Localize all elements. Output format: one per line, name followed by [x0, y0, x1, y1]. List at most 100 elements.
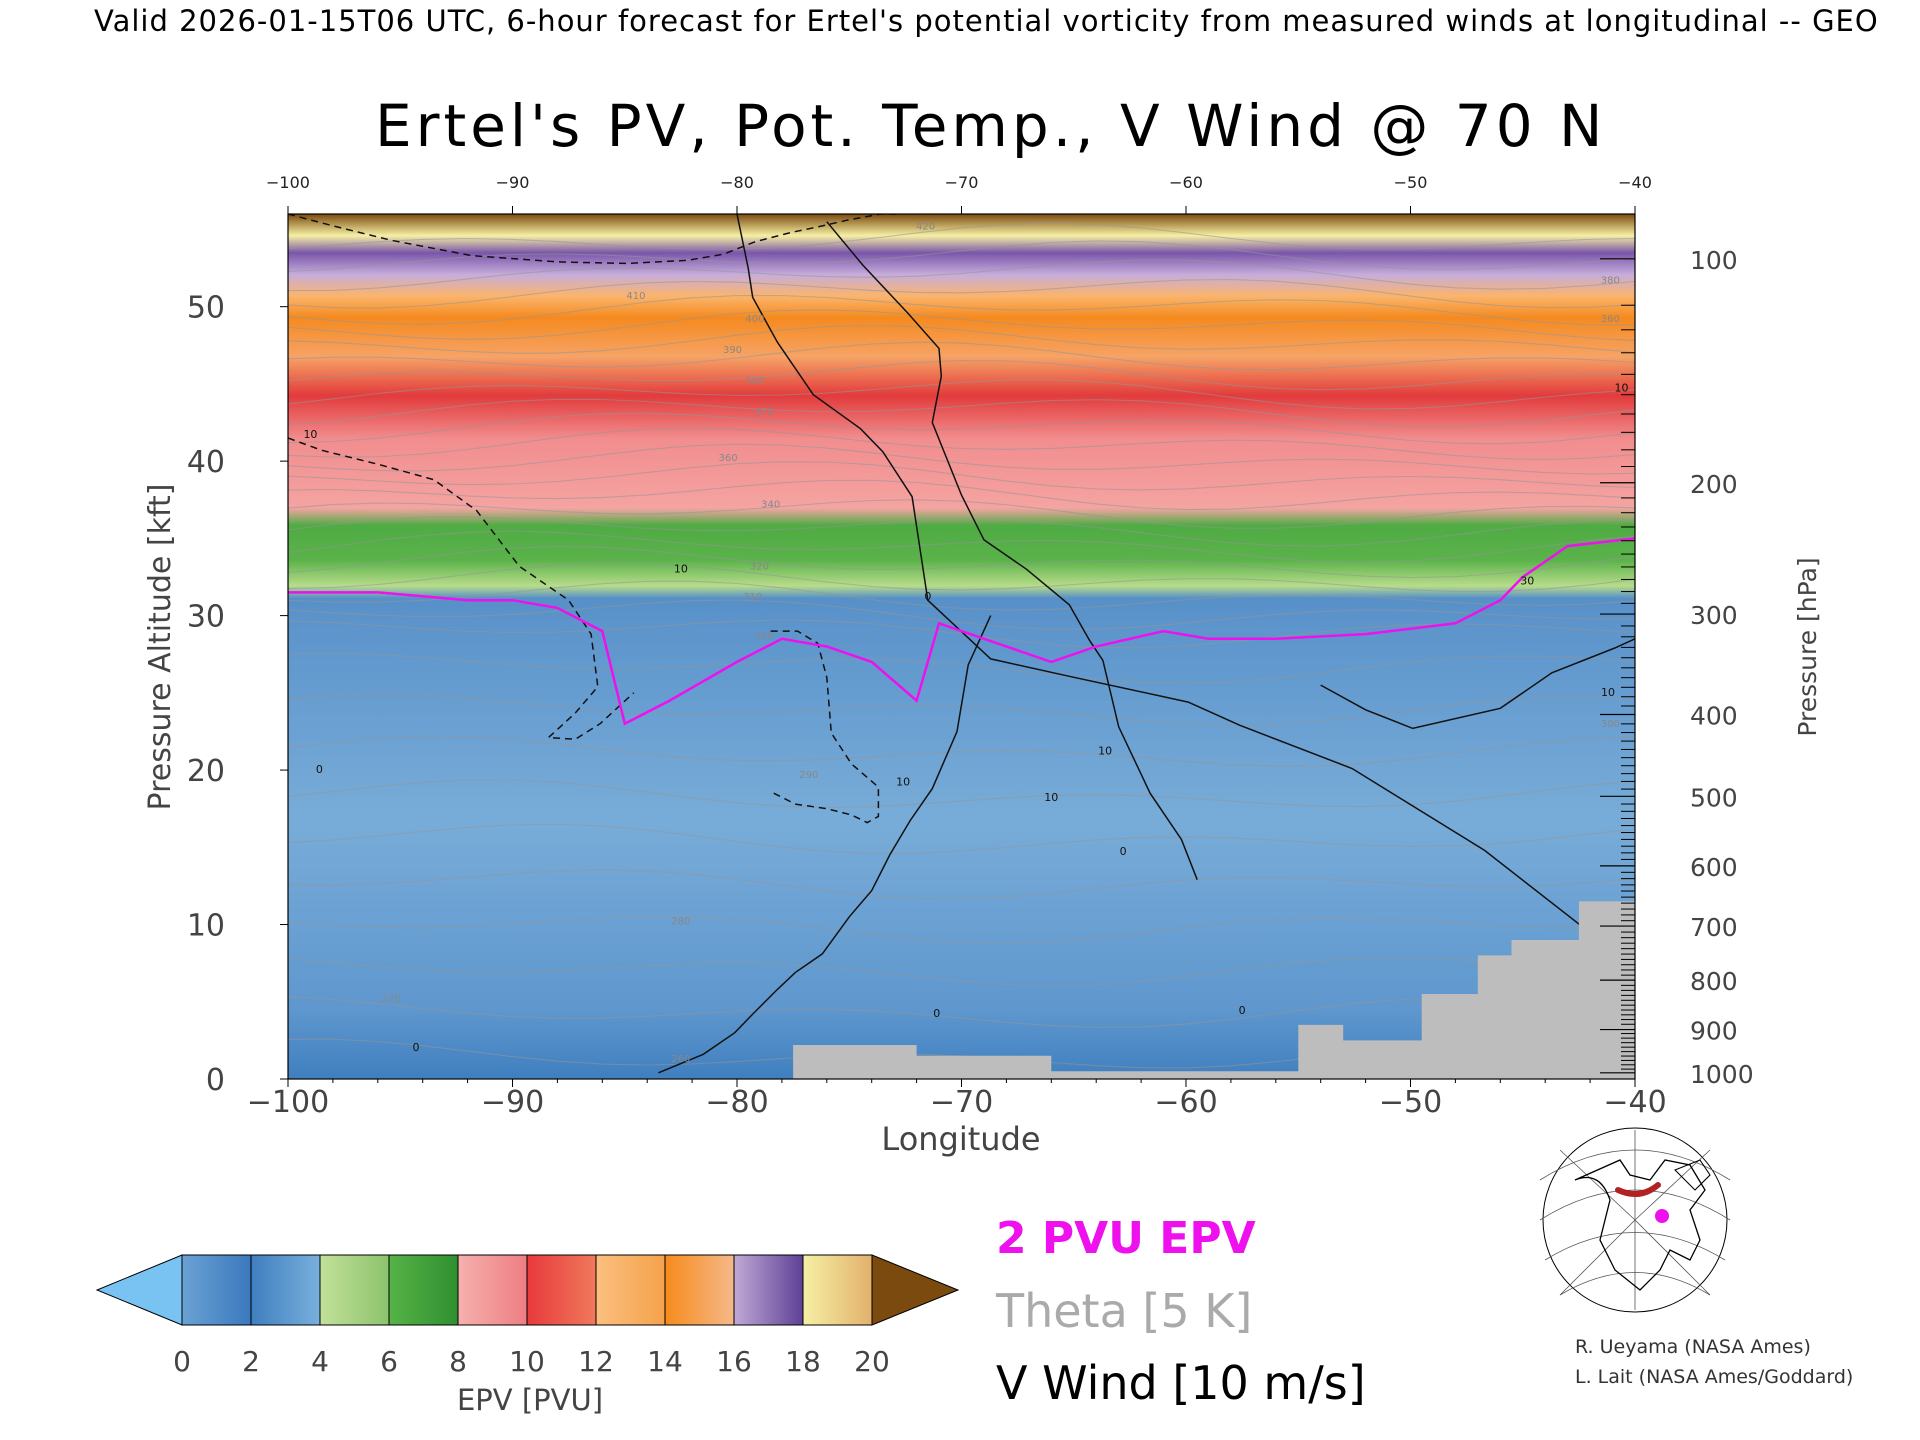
- y-tick-label: 10: [187, 909, 225, 944]
- colorbar-segment: [458, 1255, 528, 1325]
- colorbar-tick-label: 20: [854, 1345, 890, 1378]
- theta-contour-line: [288, 735, 1635, 767]
- inset-section-line: [1615, 1182, 1661, 1197]
- wind-contour-label: 0: [933, 1007, 940, 1020]
- theta-contour-label: 420: [916, 221, 935, 232]
- x-tick-label: −70: [930, 1085, 993, 1120]
- colorbar-tick-label: 16: [716, 1345, 752, 1378]
- theta-contour-line: [288, 360, 1635, 391]
- theta-contours: [288, 222, 1635, 1069]
- theta-contour-line: [288, 545, 1635, 579]
- theta-contour-label: 360: [1601, 314, 1620, 325]
- theta-contour-label: 380: [1601, 276, 1620, 287]
- theta-contour-line: [288, 530, 1635, 563]
- theta-contour-line: [288, 324, 1635, 354]
- wind-contour-line: [288, 214, 897, 265]
- wind-contour-label: 10: [1615, 382, 1629, 395]
- wind-contour-label: 10: [303, 428, 317, 441]
- theta-contour-line: [288, 619, 1635, 649]
- pressure-tick-label: 600: [1690, 853, 1738, 882]
- theta-contour-line: [288, 956, 1635, 987]
- colorbar-tick-label: 0: [173, 1345, 191, 1378]
- theta-contour-line: [288, 479, 1635, 511]
- theta-contour-label: 380: [745, 376, 764, 387]
- credit-line-2: L. Lait (NASA Ames/Goddard): [1575, 1366, 1853, 1388]
- theta-contour-line: [288, 222, 1635, 250]
- colorbar: 0 2 4 6 8 10 12 14 16 18 20: [95, 1254, 960, 1378]
- x-tick-label: −40: [1603, 1085, 1666, 1120]
- theta-contour-label: 300: [754, 631, 773, 642]
- wind-contour-label: 0: [316, 763, 323, 776]
- y-tick-label: 0: [206, 1063, 225, 1098]
- wind-contour-line: [736, 214, 1635, 969]
- wind-contour-label: 0: [1239, 1004, 1246, 1017]
- theta-contour-line: [288, 427, 1635, 461]
- colorbar-tick-label: 18: [785, 1345, 821, 1378]
- theta-contour-line: [288, 278, 1635, 309]
- wind-contour-label: 10: [1044, 791, 1058, 804]
- epv-field: [288, 214, 1635, 1079]
- wind-contour-label: 10: [1601, 686, 1615, 699]
- colorbar-tick-label: 2: [242, 1345, 260, 1378]
- header-title: Valid 2026-01-15T06 UTC, 6-hour forecast…: [94, 4, 1879, 38]
- pressure-tick-label: 500: [1690, 783, 1738, 812]
- colorbar-tick-label: 6: [380, 1345, 398, 1378]
- x-tick-label: −50: [1379, 1085, 1442, 1120]
- x-top-tick-label: −60: [1169, 173, 1203, 192]
- theta-contour-line: [288, 869, 1635, 900]
- inset-map: [1539, 1127, 1731, 1313]
- wind-contour-label: 10: [896, 776, 910, 789]
- theta-contour-line: [288, 412, 1635, 445]
- y-tick-label: 30: [187, 600, 225, 635]
- wind-contour-line: [288, 437, 635, 740]
- colorbar-tick-label: 14: [647, 1345, 683, 1378]
- colorbar-tick-label: 12: [578, 1345, 614, 1378]
- inset-point-marker: [1655, 1209, 1669, 1223]
- theta-contour-label: 280: [671, 917, 690, 928]
- x-tick-label: −90: [481, 1085, 544, 1120]
- colorbar-segment: [389, 1255, 459, 1325]
- wind-contour-label: 30: [1520, 575, 1534, 588]
- contour-labels: 10 10 10 10 10 10 10 0 0 0 0 0 0 30 410 400 390 380 370 360…: [303, 221, 1628, 1065]
- theta-contour-line: [288, 240, 1635, 273]
- theta-contour-line: [288, 516, 1635, 547]
- colorbar-tick-label: 10: [509, 1345, 545, 1378]
- colorbar-tick-label: 4: [311, 1345, 329, 1378]
- pressure-tick-label: 100: [1690, 246, 1738, 275]
- pv2-tropopause-line: [288, 537, 1635, 726]
- theta-contour-line: [288, 499, 1635, 529]
- x-top-tick-label: −50: [1394, 173, 1428, 192]
- x-tick-label: −60: [1154, 1085, 1217, 1120]
- y-tick-label: 40: [187, 445, 225, 480]
- theta-contour-label: 390: [723, 345, 742, 356]
- theta-contour-label: 400: [745, 314, 764, 325]
- theta-contour-line: [288, 379, 1635, 410]
- legend-theta: Theta [5 K]: [995, 1284, 1252, 1338]
- theta-contour-label: 290: [799, 770, 818, 781]
- theta-contour-label: 270: [382, 994, 401, 1005]
- colorbar-segment: [251, 1255, 321, 1325]
- pressure-tick-label: 700: [1690, 913, 1738, 942]
- theta-contour-line: [288, 398, 1635, 428]
- theta-contour-label: 320: [750, 561, 769, 572]
- theta-contour-line: [288, 823, 1635, 855]
- chart-title: Ertel's PV, Pot. Temp., V Wind @ 70 N: [375, 92, 1607, 160]
- theta-contour-label: 310: [743, 592, 762, 603]
- theta-contour-line: [288, 461, 1635, 491]
- theta-contour-line: [288, 562, 1635, 593]
- wind-contour-label: 0: [412, 1041, 419, 1054]
- colorbar-over-arrow: [871, 1254, 960, 1326]
- colorbar-segment: [734, 1255, 804, 1325]
- x-top-tick-label: −40: [1618, 173, 1652, 192]
- wind-contours: [288, 214, 1635, 1074]
- pressure-tick-label: 800: [1690, 967, 1738, 996]
- x-top-tick-label: −100: [266, 173, 310, 192]
- y-tick-label: 50: [187, 291, 225, 326]
- pressure-tick-label: 400: [1690, 701, 1738, 730]
- pressure-tick-label: 300: [1690, 601, 1738, 630]
- theta-contour-label: 260: [671, 1054, 690, 1065]
- colorbar-segment: [596, 1255, 666, 1325]
- theta-contour-line: [288, 915, 1635, 944]
- pressure-tick-label: 200: [1690, 470, 1738, 499]
